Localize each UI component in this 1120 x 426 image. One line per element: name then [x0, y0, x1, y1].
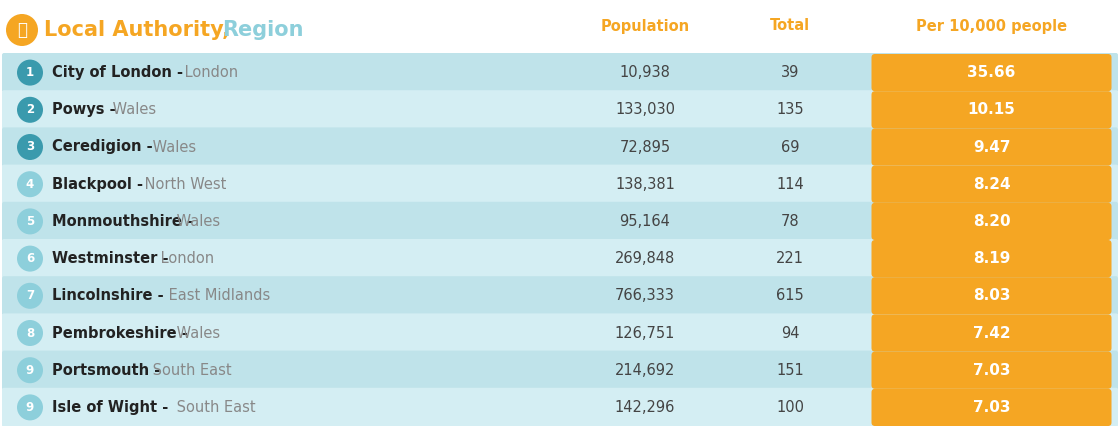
Text: 142,296: 142,296 [615, 400, 675, 415]
Text: 94: 94 [781, 325, 800, 340]
FancyBboxPatch shape [871, 203, 1111, 240]
Text: Wales: Wales [148, 139, 196, 155]
Text: Ceredigion -: Ceredigion - [52, 139, 152, 155]
Text: South East: South East [148, 363, 232, 378]
Text: 151: 151 [776, 363, 804, 378]
FancyBboxPatch shape [2, 314, 1118, 353]
Text: 114: 114 [776, 177, 804, 192]
Text: 78: 78 [781, 214, 800, 229]
FancyBboxPatch shape [871, 166, 1111, 203]
Text: Lincolnshire -: Lincolnshire - [52, 288, 164, 303]
Text: 8: 8 [26, 326, 34, 340]
Text: Population: Population [600, 18, 690, 34]
Text: 7.03: 7.03 [973, 400, 1010, 415]
Text: 8.03: 8.03 [973, 288, 1010, 303]
Text: 100: 100 [776, 400, 804, 415]
Text: 6: 6 [26, 252, 34, 265]
Text: Portsmouth -: Portsmouth - [52, 363, 160, 378]
FancyBboxPatch shape [871, 240, 1111, 277]
Circle shape [6, 14, 38, 46]
Text: 126,751: 126,751 [615, 325, 675, 340]
Circle shape [17, 246, 43, 272]
Text: London: London [156, 251, 214, 266]
FancyBboxPatch shape [2, 276, 1118, 315]
Text: 221: 221 [776, 251, 804, 266]
Text: 214,692: 214,692 [615, 363, 675, 378]
Text: Isle of Wight -: Isle of Wight - [52, 400, 168, 415]
Text: 615: 615 [776, 288, 804, 303]
Text: North West: North West [140, 177, 226, 192]
Text: 95,164: 95,164 [619, 214, 671, 229]
FancyBboxPatch shape [871, 128, 1111, 166]
FancyBboxPatch shape [871, 351, 1111, 389]
Text: Total: Total [769, 18, 810, 34]
Text: 2: 2 [26, 103, 34, 116]
FancyBboxPatch shape [2, 388, 1118, 426]
Text: 10.15: 10.15 [968, 102, 1016, 117]
Text: East Midlands: East Midlands [164, 288, 270, 303]
Text: 9: 9 [26, 401, 34, 414]
FancyBboxPatch shape [2, 53, 1118, 92]
Circle shape [17, 97, 43, 123]
Circle shape [17, 357, 43, 383]
Text: 7.42: 7.42 [972, 325, 1010, 340]
Text: Pembrokeshire -: Pembrokeshire - [52, 325, 188, 340]
Text: Westminster -: Westminster - [52, 251, 168, 266]
Text: 8.19: 8.19 [973, 251, 1010, 266]
Text: 35.66: 35.66 [968, 65, 1016, 80]
Text: 5: 5 [26, 215, 34, 228]
Text: Powys -: Powys - [52, 102, 115, 117]
FancyBboxPatch shape [871, 314, 1111, 351]
Text: Monmouthshire -: Monmouthshire - [52, 214, 193, 229]
Text: Local Authority,: Local Authority, [44, 20, 237, 40]
Text: 1: 1 [26, 66, 34, 79]
Text: Per 10,000 people: Per 10,000 people [916, 18, 1067, 34]
Text: Blackpool -: Blackpool - [52, 177, 143, 192]
Text: 10,938: 10,938 [619, 65, 671, 80]
FancyBboxPatch shape [2, 90, 1118, 130]
Circle shape [17, 394, 43, 420]
Text: 3: 3 [26, 141, 34, 153]
FancyBboxPatch shape [2, 164, 1118, 204]
FancyBboxPatch shape [871, 91, 1111, 128]
FancyBboxPatch shape [2, 239, 1118, 278]
Circle shape [17, 320, 43, 346]
Text: 133,030: 133,030 [615, 102, 675, 117]
Text: 7: 7 [26, 289, 34, 302]
Text: 39: 39 [781, 65, 800, 80]
Text: 766,333: 766,333 [615, 288, 675, 303]
Circle shape [17, 171, 43, 197]
Circle shape [17, 208, 43, 234]
Text: 69: 69 [781, 139, 800, 155]
Text: City of London -: City of London - [52, 65, 183, 80]
Text: 138,381: 138,381 [615, 177, 675, 192]
Circle shape [17, 60, 43, 86]
Text: 7.03: 7.03 [973, 363, 1010, 378]
Circle shape [17, 283, 43, 309]
FancyBboxPatch shape [2, 351, 1118, 390]
Text: 4: 4 [26, 178, 34, 191]
Text: 135: 135 [776, 102, 804, 117]
Text: 🏆: 🏆 [17, 21, 27, 39]
Text: 8.24: 8.24 [972, 177, 1010, 192]
Text: Wales: Wales [108, 102, 156, 117]
Text: 8.20: 8.20 [972, 214, 1010, 229]
FancyBboxPatch shape [2, 127, 1118, 167]
Text: 269,848: 269,848 [615, 251, 675, 266]
Circle shape [17, 134, 43, 160]
Text: Region: Region [222, 20, 304, 40]
Text: London: London [180, 65, 239, 80]
FancyBboxPatch shape [2, 202, 1118, 241]
FancyBboxPatch shape [871, 54, 1111, 91]
Text: 9.47: 9.47 [973, 139, 1010, 155]
Text: Wales: Wales [172, 325, 221, 340]
Text: 72,895: 72,895 [619, 139, 671, 155]
FancyBboxPatch shape [871, 389, 1111, 426]
Text: South East: South East [172, 400, 255, 415]
FancyBboxPatch shape [871, 277, 1111, 314]
Text: Wales: Wales [172, 214, 221, 229]
Text: 9: 9 [26, 364, 34, 377]
